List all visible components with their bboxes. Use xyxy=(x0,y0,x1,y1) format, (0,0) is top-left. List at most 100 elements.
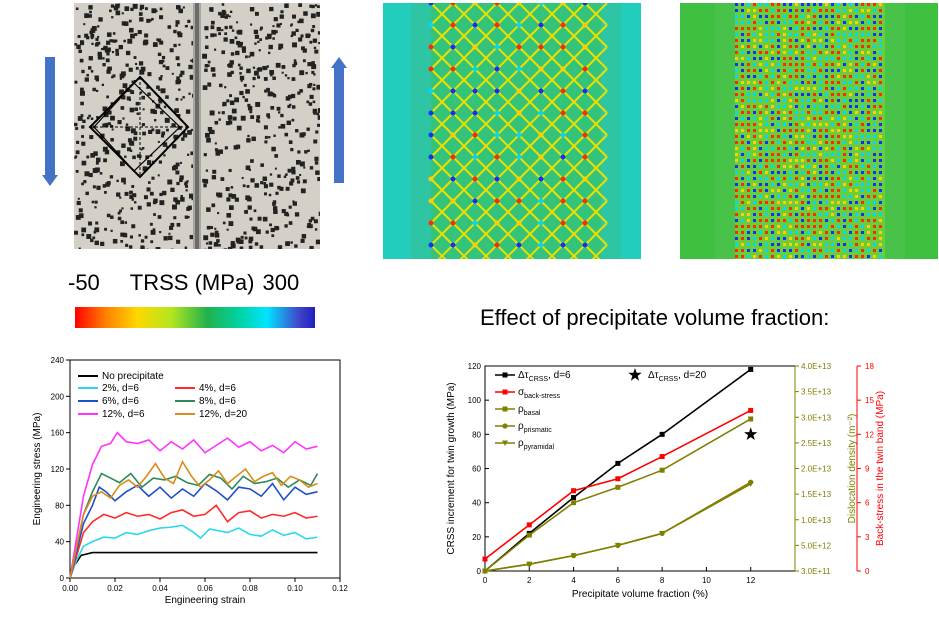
series-line xyxy=(484,483,752,572)
y-tick-label: 40 xyxy=(55,538,64,547)
y2-tick-label: 1.5E+13 xyxy=(801,490,832,499)
data-point xyxy=(615,484,621,490)
x-tick-label: 0.06 xyxy=(197,584,213,593)
series-line xyxy=(484,481,752,572)
legend-marker xyxy=(502,406,508,412)
data-point-star xyxy=(744,427,758,440)
series-line xyxy=(69,482,318,579)
stress-strain-chart: 0.00 0.02 0.04 0.06 0.08 0.10 0.12 0 40 80 120 160 2… xyxy=(32,356,348,606)
arrow-up-icon xyxy=(334,68,344,183)
legend-label: 2%, d=6 xyxy=(102,383,139,394)
legend-label: ΔτCRSS, d=6 xyxy=(518,370,571,383)
colorbar xyxy=(75,307,315,328)
y3-tick-label: 15 xyxy=(865,396,874,405)
series-line xyxy=(69,551,318,579)
legend-label: 4%, d=6 xyxy=(199,383,236,394)
trss-contour-image-d6 xyxy=(383,0,641,268)
y-tick-label: 200 xyxy=(51,392,65,401)
data-point xyxy=(482,556,488,562)
data-point xyxy=(748,416,754,422)
y2-tick-label: 2.0E+13 xyxy=(801,465,832,474)
y-axis-label: Engineering stress (MPa) xyxy=(32,413,43,526)
legend-label: ρprismatic xyxy=(518,421,552,434)
y-tick-label: 120 xyxy=(51,465,65,474)
x-tick-label: 8 xyxy=(660,576,665,585)
data-point xyxy=(748,407,754,413)
data-point xyxy=(659,431,665,437)
legend-marker xyxy=(502,372,508,378)
y-tick-label: 80 xyxy=(55,501,64,510)
y2-tick-label: 3.0E+11 xyxy=(801,567,831,576)
x-tick-label: 12 xyxy=(746,576,755,585)
legend-label: ΔτCRSS, d=20 xyxy=(648,370,707,383)
y-tick-label: 240 xyxy=(51,356,65,365)
effect-title: Effect of precipitate volume fraction: xyxy=(480,305,830,330)
data-point xyxy=(615,460,621,466)
y3-axis-label: Back-stress in the twin band (MPa) xyxy=(875,391,886,546)
x-axis-label: Precipitate volume fraction (%) xyxy=(572,589,708,600)
series-line xyxy=(69,431,318,579)
y3-tick-label: 18 xyxy=(865,362,874,371)
y-tick-label: 20 xyxy=(472,533,481,542)
data-point xyxy=(659,530,666,537)
data-point xyxy=(571,488,577,494)
legend-label: ρpyramidal xyxy=(518,438,554,451)
legend-marker xyxy=(502,389,508,395)
y-tick-label: 60 xyxy=(472,465,481,474)
legend-marker xyxy=(502,423,508,429)
legend-label: σback-stress xyxy=(518,387,560,400)
y-tick-label: 120 xyxy=(468,362,482,371)
y3-tick-label: 12 xyxy=(865,430,874,439)
colorbar-min: -50 xyxy=(68,270,100,295)
x-tick-label: 4 xyxy=(571,576,576,585)
y2-tick-label: 1.0E+13 xyxy=(801,516,832,525)
data-point xyxy=(571,495,577,501)
data-point xyxy=(526,532,532,538)
legend-label: 6%, d=6 xyxy=(102,396,139,407)
x-tick-label: 10 xyxy=(702,576,711,585)
x-tick-label: 2 xyxy=(527,576,532,585)
y3-tick-label: 3 xyxy=(865,533,870,542)
legend-label: 8%, d=6 xyxy=(199,396,236,407)
arrow-down-icon xyxy=(45,57,55,175)
series-line xyxy=(484,368,752,572)
y3-tick-label: 6 xyxy=(865,499,870,508)
arrow-down-head xyxy=(42,175,58,186)
legend-marker xyxy=(502,440,508,446)
x-tick-label: 0.12 xyxy=(332,584,348,593)
data-point xyxy=(526,561,533,568)
series-line xyxy=(69,472,319,579)
y2-tick-label: 3.5E+13 xyxy=(801,388,832,397)
series-line xyxy=(484,418,752,572)
x-tick-label: 0.00 xyxy=(62,584,78,593)
data-point xyxy=(659,454,665,460)
data-point xyxy=(614,542,621,549)
data-point xyxy=(615,476,621,482)
series-line xyxy=(69,504,318,579)
y2-tick-label: 3.0E+13 xyxy=(801,413,832,422)
legend-label: ρbasal xyxy=(518,404,541,417)
y3-tick-label: 9 xyxy=(865,465,870,474)
y-tick-label: 40 xyxy=(472,499,481,508)
colorbar-max: 300 xyxy=(262,270,300,295)
data-point xyxy=(747,481,754,487)
y2-tick-label: 2.5E+13 xyxy=(801,439,832,448)
data-point xyxy=(526,522,532,528)
x-tick-label: 0.02 xyxy=(107,584,123,593)
y-tick-label: 80 xyxy=(472,430,481,439)
legend-marker-star xyxy=(628,368,642,381)
series-line xyxy=(69,459,318,579)
y-tick-label: 100 xyxy=(468,396,482,405)
series-line xyxy=(484,409,752,560)
x-axis-label: Engineering strain xyxy=(165,595,246,606)
arrow-up-head xyxy=(331,57,347,68)
x-tick-label: 0 xyxy=(483,576,488,585)
x-tick-label: 0.10 xyxy=(287,584,303,593)
x-tick-label: 0.08 xyxy=(242,584,258,593)
y3-tick-label: 0 xyxy=(865,567,870,576)
colorbar-title: TRSS (MPa) xyxy=(129,270,255,295)
legend-label: 12%, d=20 xyxy=(199,409,248,420)
y2-axis-label: Dislocation density (m⁻²) xyxy=(847,414,858,524)
unit-cell-outline xyxy=(88,75,190,179)
